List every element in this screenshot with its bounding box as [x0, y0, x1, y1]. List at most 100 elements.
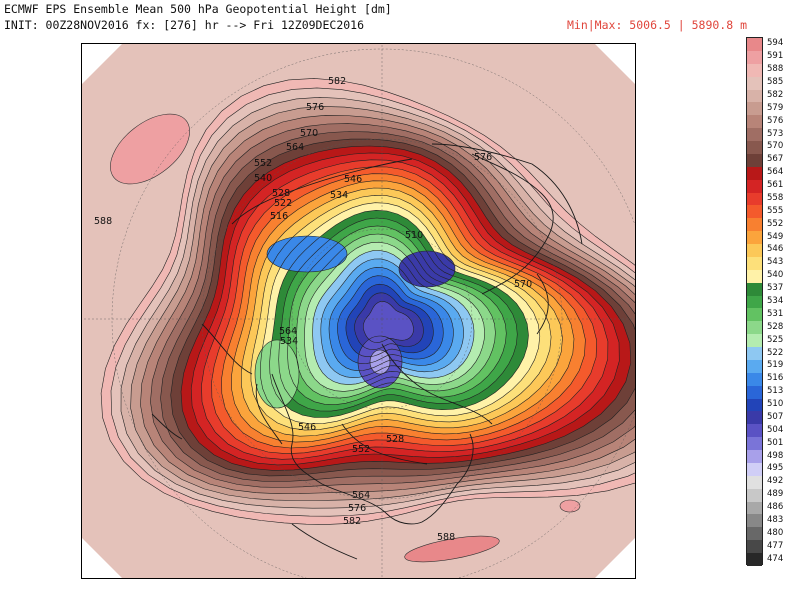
color-scale-label: 519 [767, 360, 784, 371]
height-contour-585 [110, 87, 635, 517]
height-contour-543 [250, 194, 552, 431]
color-scale-label: 477 [767, 540, 784, 551]
color-scale-swatch [747, 385, 762, 400]
color-scale-swatch [747, 128, 762, 142]
high-caribbean [404, 535, 500, 563]
contour-label: 576 [306, 102, 324, 113]
height-contour-567 [170, 138, 635, 477]
color-scale-swatch [747, 179, 762, 194]
color-scale-swatch [747, 514, 762, 528]
color-scale-swatch [747, 50, 762, 65]
color-scale-label: 552 [767, 218, 784, 229]
color-scale-swatch [747, 269, 762, 284]
color-scale-label: 588 [767, 64, 784, 75]
color-scale-swatch [747, 231, 762, 245]
contour-label: 564 [279, 326, 297, 337]
low-center-0 [398, 250, 456, 288]
geopotential-height-map: 582 576 570 564 552 546 540 534 528 522 … [82, 44, 635, 578]
color-scale-swatch [747, 462, 762, 477]
height-contour-549 [231, 180, 575, 443]
color-scale-swatch [747, 244, 762, 258]
color-scale-label: 591 [767, 51, 784, 62]
height-contour-510 [345, 283, 434, 357]
high-atlantic [559, 499, 581, 513]
height-contour-570 [160, 131, 635, 482]
color-scale-swatch [747, 308, 762, 322]
color-scale-swatch [747, 38, 762, 52]
init-time-label: INIT: 00Z28NOV2016 fx: [276] hr --> Fri … [4, 18, 365, 32]
color-scale-swatch [747, 347, 762, 361]
height-contour-588 [100, 78, 635, 525]
height-contour-573 [150, 123, 635, 488]
ridge-lobe [254, 339, 300, 409]
min-max-label: Min|Max: 5006.5 | 5890.8 m [566, 18, 747, 32]
high-pacific [110, 113, 190, 185]
color-scale-label: 564 [767, 167, 784, 178]
contour-label: 570 [514, 279, 532, 290]
contour-label: 540 [254, 173, 272, 184]
color-scale-swatch [747, 553, 762, 567]
color-scale-swatch [747, 488, 762, 503]
color-scale-swatch [747, 359, 762, 374]
height-contour-546 [241, 187, 563, 437]
contour-label: 516 [270, 211, 288, 222]
contour-label: 588 [437, 532, 455, 543]
contour-label: 510 [405, 230, 423, 241]
color-scale-label: 498 [767, 450, 784, 461]
contour-label: 582 [343, 516, 361, 527]
color-scale-label: 585 [767, 77, 784, 88]
coastlines [151, 143, 583, 560]
color-scale-swatch [747, 256, 762, 271]
height-field [82, 44, 635, 578]
color-scale-swatch [747, 192, 762, 206]
height-contour-552 [221, 173, 586, 449]
color-scale-swatch [747, 115, 762, 129]
height-contour-516 [328, 266, 454, 372]
contour-label: 582 [328, 76, 346, 87]
color-scale-label: 594 [767, 38, 784, 49]
color-scale-swatch [747, 450, 762, 464]
height-contour-531 [287, 225, 507, 406]
color-scale-swatch [747, 398, 762, 412]
color-scale-label: 525 [767, 334, 784, 345]
color-scale-swatch [747, 218, 762, 232]
color-scale-label: 480 [767, 527, 784, 538]
contour-label: 588 [94, 216, 112, 227]
contour-labels: 582 576 570 564 552 546 540 534 528 522 … [94, 76, 532, 543]
graticule [82, 44, 635, 578]
contour-label: 546 [298, 422, 316, 433]
color-scale-label: 492 [767, 476, 784, 487]
contour-label: 528 [272, 188, 290, 199]
color-scale-label: 555 [767, 205, 784, 216]
contour-label: 534 [280, 336, 298, 347]
color-scale-label: 570 [767, 141, 784, 152]
contour-label: 552 [254, 158, 272, 169]
color-scale-label: 567 [767, 154, 784, 165]
height-contour-513 [337, 275, 444, 365]
color-scale-label: 474 [767, 553, 784, 564]
height-contour-507 [354, 292, 424, 350]
low-center-3 [266, 235, 348, 273]
contour-label: 552 [352, 444, 370, 455]
chart-title: ECMWF EPS Ensemble Mean 500 hPa Geopoten… [4, 2, 392, 16]
color-scale-swatch [747, 334, 762, 348]
color-scale-label: 483 [767, 514, 784, 525]
color-scale-label: 489 [767, 489, 784, 500]
color-scale-label: 576 [767, 115, 784, 126]
contour-label: 570 [300, 128, 318, 139]
color-scale-label: 534 [767, 296, 784, 306]
color-scale-label: 540 [767, 270, 784, 281]
color-scale-label: 537 [767, 283, 784, 294]
color-scale-swatch [747, 63, 762, 78]
color-scale-swatch [747, 411, 762, 425]
color-scale-label: 516 [767, 373, 784, 384]
color-scale-label: 531 [767, 308, 784, 319]
color-scale-label: 486 [767, 502, 784, 513]
height-contour-561 [190, 152, 620, 466]
height-contour-525 [304, 241, 485, 392]
contour-lines [100, 78, 635, 525]
height-contour-519 [320, 258, 464, 379]
height-contour-540 [260, 202, 541, 425]
color-scale-swatch [747, 153, 762, 168]
height-contour-522 [312, 250, 475, 385]
